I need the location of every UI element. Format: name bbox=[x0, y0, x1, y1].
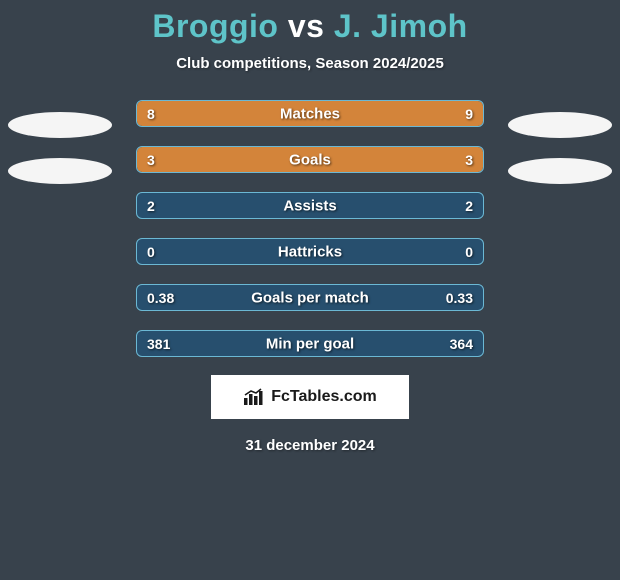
avatar bbox=[8, 112, 112, 138]
stat-label: Min per goal bbox=[266, 335, 354, 352]
stat-row: 0.38 0.33 Goals per match bbox=[136, 284, 484, 311]
stat-value-right: 0 bbox=[465, 244, 473, 260]
stat-value-right: 9 bbox=[465, 106, 473, 122]
stat-value-right: 2 bbox=[465, 198, 473, 214]
stat-value-left: 3 bbox=[147, 152, 155, 168]
stat-row: 2 2 Assists bbox=[136, 192, 484, 219]
title: Broggio vs J. Jimoh bbox=[152, 8, 467, 45]
stat-value-left: 0 bbox=[147, 244, 155, 260]
stat-row: 3 3 Goals bbox=[136, 146, 484, 173]
stat-value-left: 2 bbox=[147, 198, 155, 214]
stat-label: Matches bbox=[280, 105, 340, 122]
player2-name: J. Jimoh bbox=[334, 8, 468, 44]
stat-value-right: 364 bbox=[450, 336, 473, 352]
logo-text: FcTables.com bbox=[271, 388, 377, 406]
bar-fill-left bbox=[137, 147, 310, 172]
stat-label: Goals bbox=[289, 151, 331, 168]
player1-name: Broggio bbox=[152, 8, 278, 44]
bar-fill-left bbox=[137, 101, 300, 126]
stat-bars: 8 9 Matches 3 3 Goals 2 2 Assists 0 0 Hattricks 0.38… bbox=[136, 100, 484, 357]
stat-row: 0 0 Hattricks bbox=[136, 238, 484, 265]
left-avatars bbox=[0, 100, 120, 184]
stats-area: 8 9 Matches 3 3 Goals 2 2 Assists 0 0 Hattricks 0.38… bbox=[0, 100, 620, 357]
avatar bbox=[8, 158, 112, 184]
stat-row: 381 364 Min per goal bbox=[136, 330, 484, 357]
subtitle: Club competitions, Season 2024/2025 bbox=[176, 55, 444, 72]
comparison-card: Broggio vs J. Jimoh Club competitions, S… bbox=[0, 0, 620, 580]
chart-icon bbox=[243, 388, 265, 406]
date: 31 december 2024 bbox=[245, 437, 374, 454]
stat-label: Goals per match bbox=[251, 289, 369, 306]
vs-text: vs bbox=[288, 8, 325, 44]
stat-value-left: 381 bbox=[147, 336, 170, 352]
logo-box[interactable]: FcTables.com bbox=[211, 375, 409, 419]
bar-fill-right bbox=[310, 147, 483, 172]
stat-label: Hattricks bbox=[278, 243, 342, 260]
stat-row: 8 9 Matches bbox=[136, 100, 484, 127]
avatar bbox=[508, 158, 612, 184]
avatar bbox=[508, 112, 612, 138]
stat-value-left: 0.38 bbox=[147, 290, 174, 306]
stat-label: Assists bbox=[283, 197, 336, 214]
stat-value-right: 3 bbox=[465, 152, 473, 168]
right-avatars bbox=[500, 100, 620, 184]
stat-value-left: 8 bbox=[147, 106, 155, 122]
stat-value-right: 0.33 bbox=[446, 290, 473, 306]
